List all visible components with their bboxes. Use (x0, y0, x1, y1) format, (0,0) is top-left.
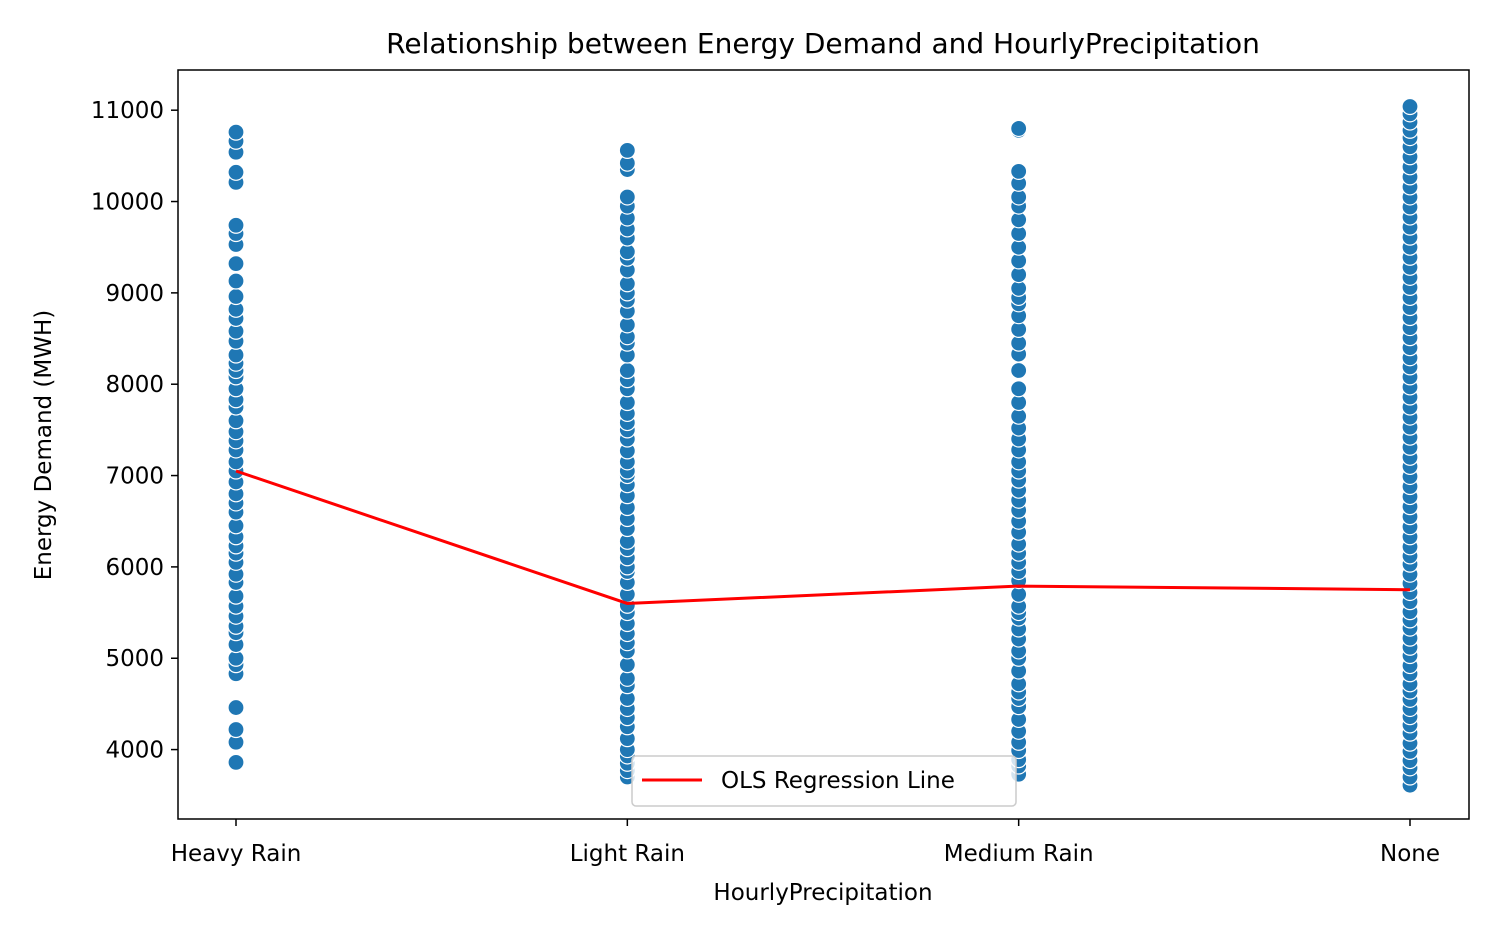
y-tick-label: 4000 (105, 738, 164, 764)
legend: OLS Regression Line (631, 755, 1017, 807)
data-point (1401, 97, 1419, 116)
data-point (227, 123, 245, 141)
data-point (227, 163, 245, 181)
x-tick-label: Medium Rain (944, 841, 1094, 867)
scatter-points (227, 97, 1419, 794)
x-tick-label: Light Rain (570, 841, 685, 867)
x-axis-label: HourlyPrecipitation (713, 880, 932, 906)
y-tick-label: 8000 (105, 372, 164, 398)
chart-title: Relationship between Energy Demand and H… (386, 27, 1260, 60)
data-point (618, 141, 636, 159)
y-tick-label: 6000 (105, 555, 164, 581)
y-tick-label: 10000 (91, 190, 164, 216)
x-axis-ticks: Heavy Rain Light Rain Medium Rain None (171, 819, 1440, 867)
y-axis-ticks: 4000 5000 6000 7000 8000 9000 10000 11000 (91, 98, 178, 764)
data-point (227, 720, 245, 739)
regression-line-layer (235, 469, 1411, 605)
data-point (227, 272, 245, 290)
data-point (618, 188, 636, 206)
y-tick-label: 5000 (105, 646, 164, 672)
data-point (227, 216, 245, 234)
x-tick-label: Heavy Rain (171, 841, 302, 867)
y-tick-label: 7000 (105, 464, 164, 490)
legend-label: OLS Regression Line (721, 768, 955, 794)
data-point (1010, 162, 1028, 180)
data-point (1010, 361, 1028, 380)
data-point (227, 753, 245, 771)
data-point (227, 698, 245, 717)
data-point (1010, 380, 1028, 398)
y-tick-label: 11000 (91, 98, 164, 124)
data-point (618, 361, 636, 380)
x-tick-label: None (1380, 841, 1440, 867)
y-axis-label: Energy Demand (MWH) (31, 310, 57, 581)
y-tick-label: 9000 (105, 281, 164, 307)
data-point (227, 287, 245, 306)
ols-regression-line (235, 469, 1411, 605)
plot-frame (177, 69, 1470, 820)
data-point (1010, 119, 1028, 138)
legend-box (631, 755, 1017, 807)
data-point (227, 255, 245, 273)
